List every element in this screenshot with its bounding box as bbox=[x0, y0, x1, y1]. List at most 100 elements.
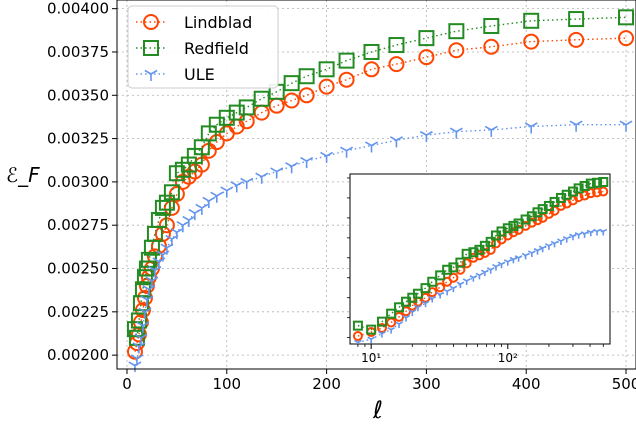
y-tick-label: 0.00275 bbox=[47, 216, 109, 234]
inset-point-ule bbox=[449, 285, 458, 293]
inset-x-tick-label: 10² bbox=[498, 351, 518, 365]
series-point-ule bbox=[569, 120, 583, 132]
x-tick-label: 300 bbox=[412, 375, 441, 393]
inset-point-ule bbox=[367, 336, 376, 344]
legend-label-lindblad: Lindblad bbox=[184, 13, 252, 32]
y-axis-label: ℰ_F bbox=[6, 163, 40, 187]
inset-point-redfield bbox=[502, 223, 513, 234]
series-point-ule bbox=[202, 196, 216, 208]
series-point-redfield bbox=[388, 37, 405, 54]
series-point-lindblad bbox=[418, 49, 435, 66]
series-point-redfield bbox=[568, 11, 585, 28]
series-point-redfield bbox=[523, 12, 540, 29]
x-tick-label: 0 bbox=[122, 375, 132, 393]
y-tick-label: 0.00375 bbox=[47, 43, 109, 61]
series-point-lindblad bbox=[618, 30, 635, 47]
series-point-redfield bbox=[168, 165, 185, 182]
inset-point-lindblad bbox=[592, 187, 603, 198]
series-point-redfield bbox=[158, 194, 175, 211]
series-point-ule bbox=[130, 354, 144, 366]
series-point-redfield bbox=[136, 269, 153, 286]
legend-label-ule: ULE bbox=[184, 65, 215, 84]
series-point-redfield bbox=[154, 199, 171, 216]
series-point-redfield bbox=[163, 184, 180, 201]
inset-point-redfield bbox=[461, 248, 472, 259]
series-point-ule bbox=[134, 333, 148, 345]
inset-point-ule bbox=[436, 291, 445, 299]
series-point-ule bbox=[389, 136, 403, 148]
inset-x-axis: 10¹ 10² bbox=[347, 177, 604, 365]
series-point-ule bbox=[255, 172, 269, 184]
y-tick-label: 0.00200 bbox=[47, 346, 109, 364]
inset-point-ule bbox=[428, 295, 437, 303]
series-point-lindblad bbox=[363, 61, 380, 78]
inset-point-redfield bbox=[468, 247, 479, 258]
inset-line-lindblad bbox=[357, 190, 604, 337]
inset-point-redfield bbox=[412, 288, 423, 299]
inset-point-redfield bbox=[394, 302, 405, 313]
series-point-redfield bbox=[130, 312, 147, 329]
series-point-ule bbox=[176, 221, 190, 233]
y-tick-label: 0.00400 bbox=[47, 0, 109, 18]
inset-point-redfield bbox=[585, 178, 596, 189]
series-point-ule bbox=[132, 342, 146, 354]
series-point-ule bbox=[619, 120, 633, 132]
inset-point-lindblad bbox=[598, 186, 609, 197]
series-point-redfield bbox=[174, 161, 191, 178]
inset-point-redfield bbox=[598, 176, 609, 187]
series-point-ule bbox=[145, 276, 159, 288]
series-point-ule bbox=[340, 146, 354, 158]
inset-point-ule bbox=[599, 228, 608, 236]
inset-point-redfield bbox=[366, 324, 377, 335]
inset-x-tick-label: 10¹ bbox=[361, 351, 381, 365]
series-point-ule bbox=[195, 203, 209, 215]
inset-point-ule bbox=[456, 281, 465, 289]
series-point-redfield bbox=[298, 68, 315, 85]
series-point-lindblad bbox=[483, 38, 500, 55]
legend: Lindblad Redfield ULE bbox=[127, 5, 279, 89]
series-point-lindblad bbox=[448, 42, 465, 59]
inset-point-ule bbox=[354, 339, 362, 344]
inset-point-redfield bbox=[573, 183, 584, 194]
series-point-lindblad bbox=[318, 78, 335, 95]
inset-point-redfield bbox=[579, 180, 590, 191]
inset-point-ule bbox=[395, 321, 403, 329]
series-point-ule bbox=[419, 130, 433, 143]
series-point-ule bbox=[156, 250, 170, 262]
inset-point-ule bbox=[481, 269, 489, 277]
series-point-ule bbox=[270, 167, 284, 179]
series-point-lindblad bbox=[298, 87, 315, 104]
x-tick-label: 200 bbox=[312, 375, 341, 393]
inset-point-ule bbox=[462, 278, 471, 285]
inset-point-ule bbox=[497, 261, 506, 269]
series-point-ule bbox=[365, 141, 378, 153]
x-axis: 0 100 200 300 400 500 bbox=[122, 369, 636, 393]
x-tick-label: 400 bbox=[512, 375, 541, 393]
series-point-ule bbox=[210, 191, 224, 203]
series-point-ule bbox=[152, 257, 166, 269]
inset-point-ule bbox=[586, 229, 595, 237]
inset-point-lindblad bbox=[448, 272, 459, 283]
inset-point-redfield bbox=[352, 320, 363, 331]
legend-marker-ule bbox=[144, 69, 158, 81]
series-point-redfield bbox=[483, 17, 500, 34]
series-point-ule bbox=[524, 122, 538, 134]
series-point-redfield bbox=[218, 109, 235, 126]
series-point-ule bbox=[188, 208, 202, 221]
series-point-ule bbox=[220, 186, 234, 198]
inset-point-ule bbox=[545, 243, 553, 250]
series-point-lindblad bbox=[568, 31, 585, 48]
inset-point-lindblad bbox=[435, 282, 446, 293]
series-point-ule bbox=[230, 181, 244, 193]
inset-point-redfield bbox=[455, 257, 466, 268]
inset-point-redfield bbox=[435, 270, 446, 281]
series-point-ule bbox=[136, 321, 150, 333]
inset-point-redfield bbox=[485, 236, 496, 247]
inset-point-ule bbox=[580, 231, 589, 238]
x-tick-label: 500 bbox=[612, 375, 636, 393]
inset-point-ule bbox=[387, 326, 396, 334]
series-point-ule bbox=[148, 266, 162, 278]
series-point-redfield bbox=[448, 23, 465, 40]
inset-point-redfield bbox=[420, 283, 431, 294]
inset-point-lindblad bbox=[585, 188, 596, 199]
